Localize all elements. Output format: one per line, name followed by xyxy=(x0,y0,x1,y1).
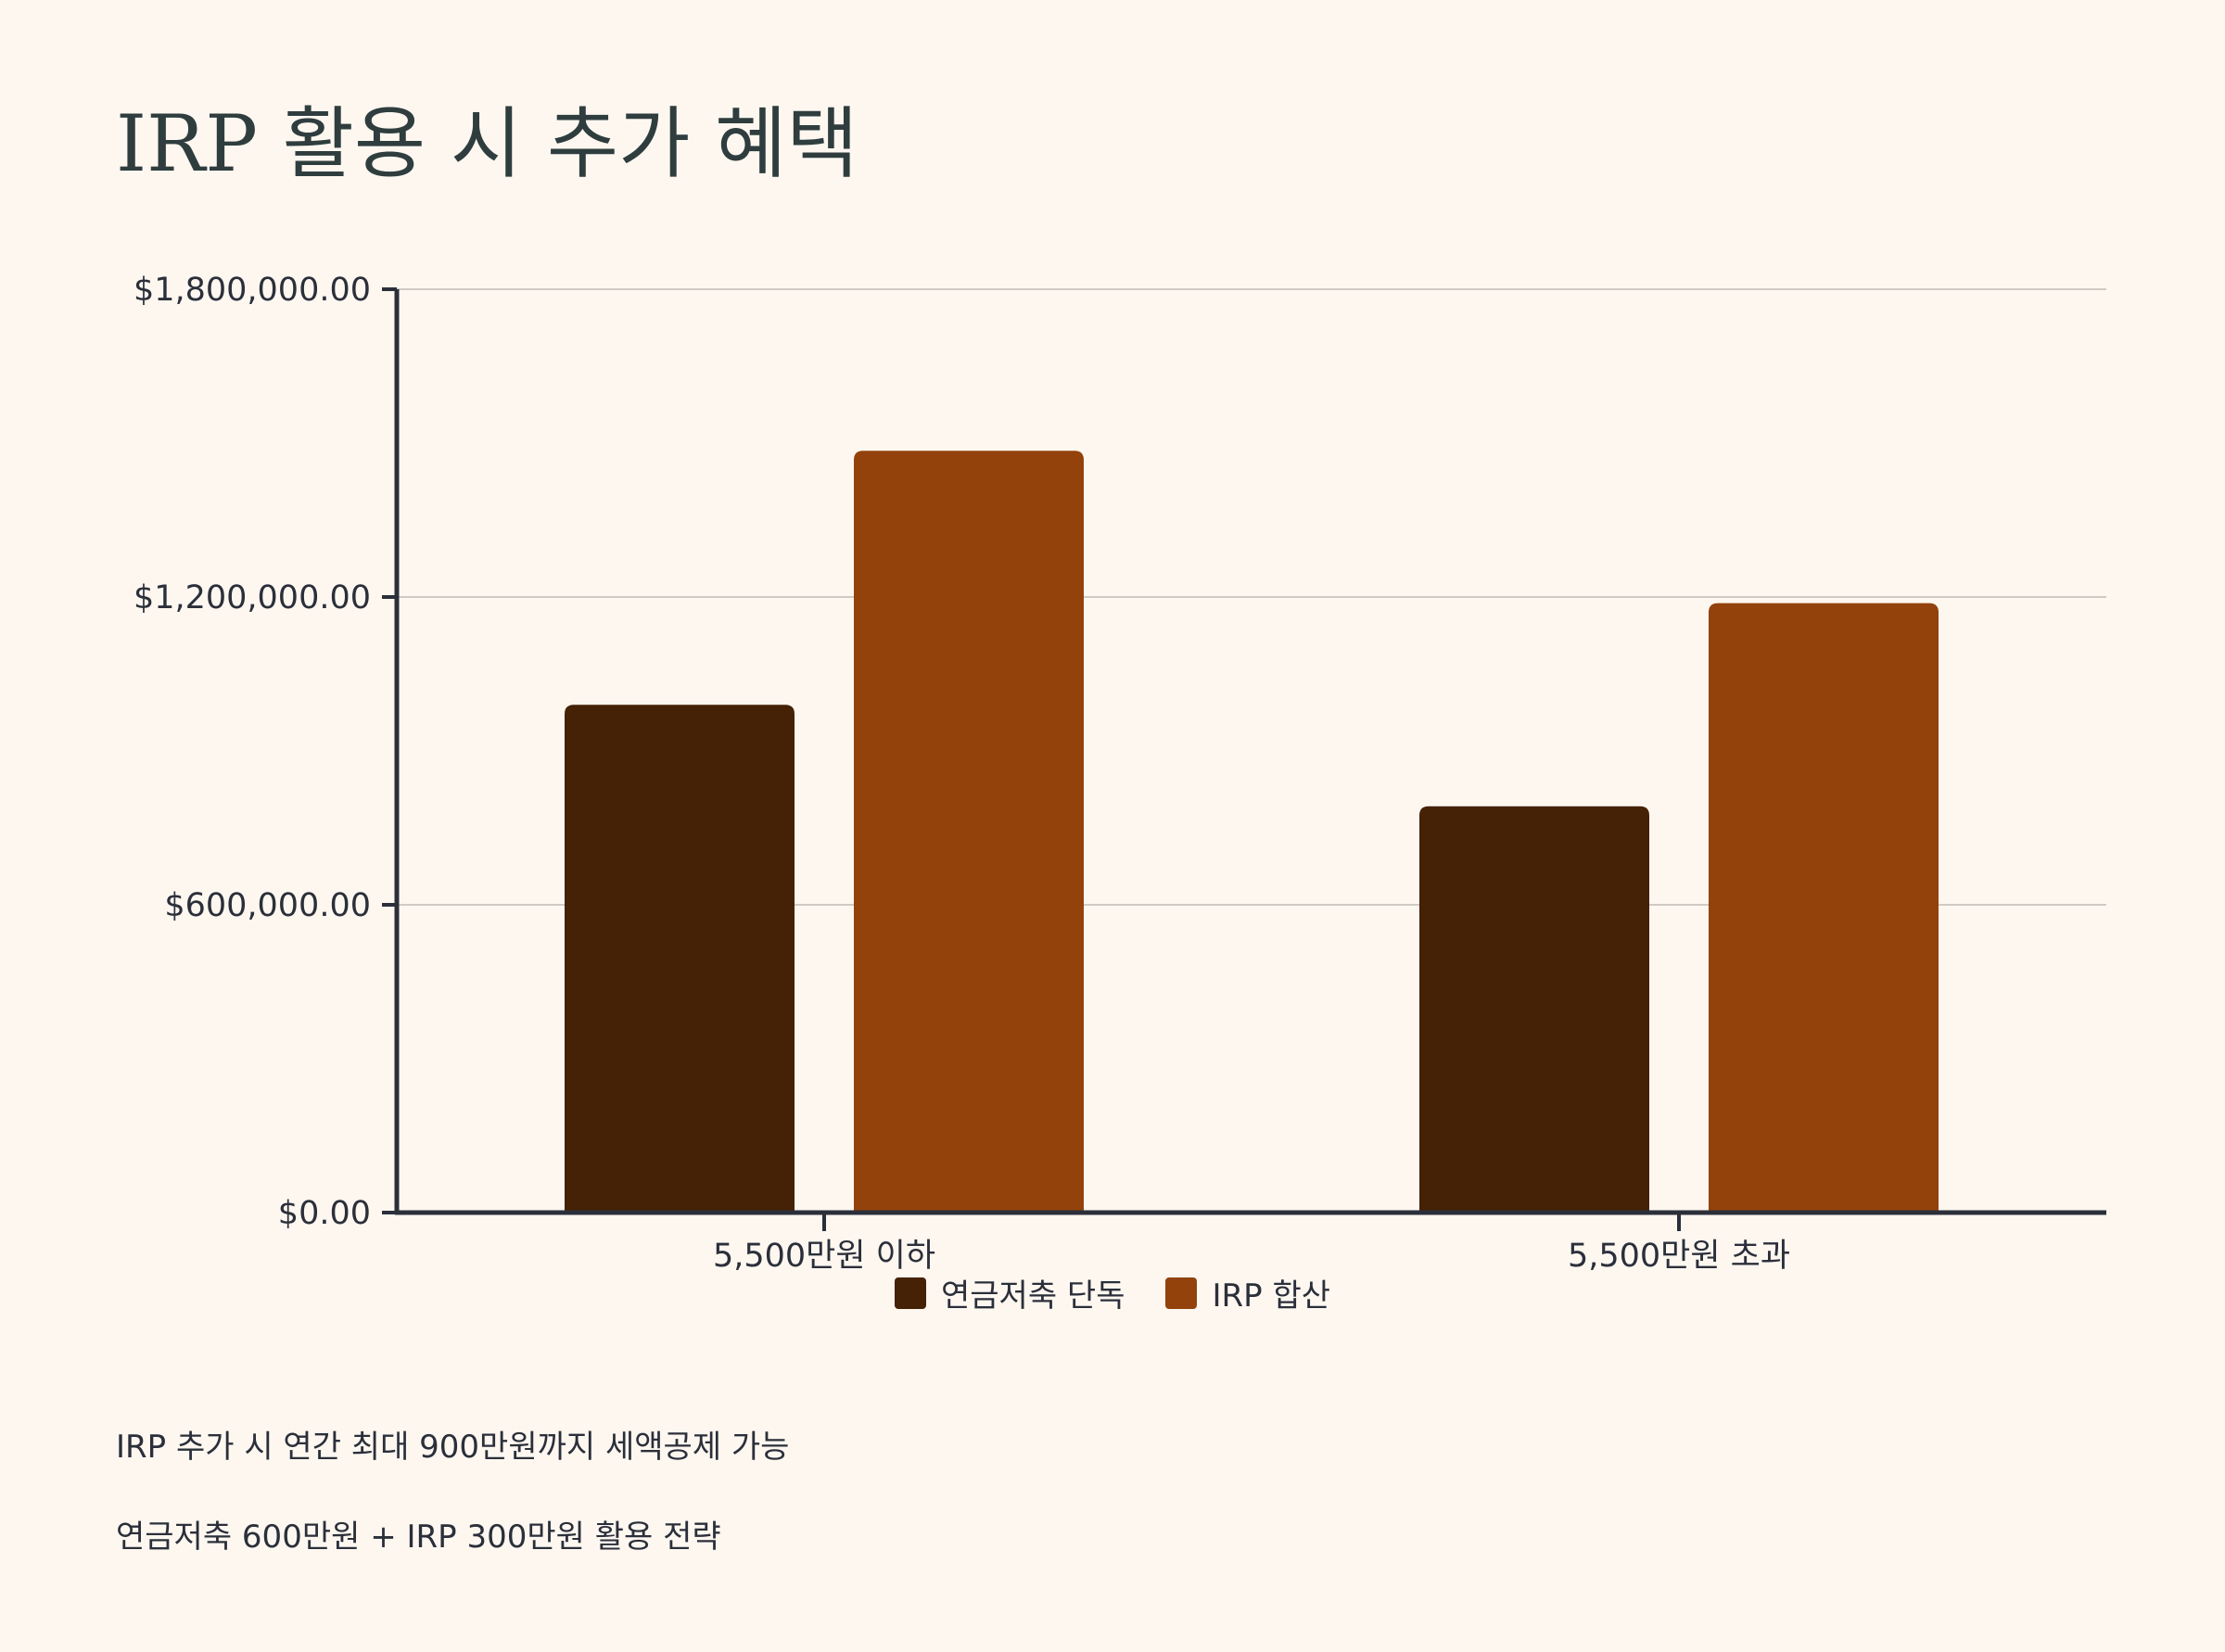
bars xyxy=(565,451,1939,1213)
legend: 연금저축 단독 IRP 합산 xyxy=(0,1270,2225,1315)
bar-1-2 xyxy=(1419,806,1649,1213)
legend-label-series-2: IRP 합산 xyxy=(1212,1277,1331,1315)
legend-item-series-2[interactable]: IRP 합산 xyxy=(1165,1270,1330,1315)
legend-label-series-1: 연금저축 단독 xyxy=(940,1277,1125,1315)
axes: $0.00 $600,000.00 $1,200,000.00 $1,800,000.… xyxy=(134,272,2106,1275)
note-strategy: 연금저축 600만원 + IRP 300만원 활용 전략 xyxy=(116,1519,721,1556)
y-tick-label: $0.00 xyxy=(278,1195,371,1232)
bar-1-1 xyxy=(565,705,795,1213)
legend-item-series-1[interactable]: 연금저축 단독 xyxy=(894,1270,1125,1315)
bar-2-2 xyxy=(1709,603,1939,1213)
bar-2-1 xyxy=(854,451,1084,1213)
y-tick-label: $600,000.00 xyxy=(164,887,371,924)
y-tick-label: $1,800,000.00 xyxy=(134,272,371,309)
x-tick-label: 5,500만원 이하 xyxy=(713,1238,935,1275)
note-tax-deduction: IRP 추가 시 연간 최대 900만원까지 세액공제 가능 xyxy=(116,1429,790,1466)
legend-swatch-series-2 xyxy=(1165,1277,1198,1309)
page-title: IRP 활용 시 추가 혜택 xyxy=(116,98,858,189)
legend-swatch-series-1 xyxy=(894,1277,926,1309)
x-tick-label: 5,500만원 초과 xyxy=(1568,1238,1790,1275)
y-tick-label: $1,200,000.00 xyxy=(134,579,371,616)
